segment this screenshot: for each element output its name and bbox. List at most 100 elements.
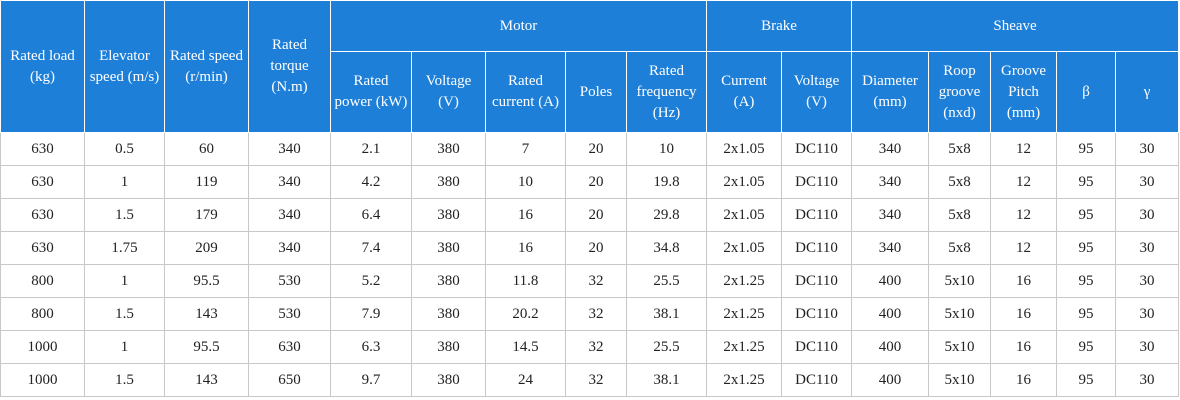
table-cell: 0.5 [84, 132, 165, 166]
table-cell: 400 [851, 297, 930, 331]
table-cell: 2x1.05 [706, 132, 782, 166]
table-cell: 95 [1056, 363, 1117, 397]
table-cell: 400 [851, 264, 930, 298]
table-row: 1000 1.5 143 650 9.7 380 24 32 38.1 2x1.… [0, 363, 1180, 397]
table-row: 630 1.75 209 340 7.4 380 16 20 34.8 2x1.… [0, 231, 1180, 265]
table-cell: DC110 [780, 198, 853, 232]
table-cell: DC110 [780, 264, 853, 298]
header-motor-rated-power: Rated power (kW) [330, 51, 412, 133]
table-cell: 1000 [0, 363, 85, 397]
table-cell: 1 [84, 165, 165, 199]
header-brake-voltage: Voltage (V) [780, 51, 853, 133]
table-cell: 2x1.05 [706, 165, 782, 199]
table-cell: 630 [0, 132, 85, 166]
table-cell: 340 [851, 132, 930, 166]
header-motor-rated-current: Rated current (A) [485, 51, 566, 133]
table-cell: 380 [411, 264, 486, 298]
header-rated-load: Rated load (kg) [0, 0, 85, 133]
table-cell: 38.1 [626, 297, 707, 331]
table-cell: 630 [0, 231, 85, 265]
table-cell: DC110 [780, 330, 853, 364]
table-cell: DC110 [780, 297, 853, 331]
table-cell: 5x10 [928, 264, 992, 298]
table-cell: 12 [990, 132, 1058, 166]
table-cell: 179 [164, 198, 249, 232]
table-cell: 25.5 [626, 330, 707, 364]
header-group-brake: Brake [705, 0, 853, 52]
table-cell: 25.5 [626, 264, 707, 298]
table-cell: 340 [248, 231, 331, 265]
header-sheave-diameter: Diameter (mm) [851, 51, 930, 133]
table-cell: 380 [411, 165, 486, 199]
table-cell: 10 [626, 132, 707, 166]
table-cell: 5x8 [928, 231, 992, 265]
table-cell: 6.3 [330, 330, 412, 364]
header-group-sheave: Sheave [851, 0, 1180, 52]
table-cell: 12 [990, 231, 1058, 265]
table-cell: 29.8 [626, 198, 707, 232]
table-cell: 30 [1115, 297, 1180, 331]
table-cell: 95 [1056, 231, 1117, 265]
table-cell: 380 [411, 297, 486, 331]
table-cell: 530 [248, 297, 331, 331]
table-cell: 95.5 [164, 330, 249, 364]
table-cell: 34.8 [626, 231, 707, 265]
table-row: 630 0.5 60 340 2.1 380 7 20 10 2x1.05 DC… [0, 132, 1180, 166]
table-cell: 1 [84, 264, 165, 298]
table-cell: 24 [485, 363, 566, 397]
table-cell: 30 [1115, 363, 1180, 397]
table-cell: 12 [990, 198, 1058, 232]
table-cell: 2x1.25 [706, 330, 782, 364]
table-cell: 4.2 [330, 165, 412, 199]
table-cell: 20 [565, 231, 627, 265]
table-cell: 14.5 [485, 330, 566, 364]
table-cell: 2x1.25 [706, 297, 782, 331]
table-cell: 5.2 [330, 264, 412, 298]
table-cell: 800 [0, 264, 85, 298]
header-motor-rated-frequency: Rated frequency (Hz) [626, 51, 707, 133]
table-cell: 7 [485, 132, 566, 166]
table-cell: 340 [851, 165, 930, 199]
table-row: 630 1 119 340 4.2 380 10 20 19.8 2x1.05 … [0, 165, 1180, 199]
header-elevator-speed: Elevator speed (m/s) [84, 0, 165, 133]
table-cell: 380 [411, 330, 486, 364]
table-cell: 16 [485, 231, 566, 265]
table-cell: 30 [1115, 231, 1180, 265]
table-cell: 1.5 [84, 297, 165, 331]
table-cell: 400 [851, 363, 930, 397]
table-cell: 95 [1056, 198, 1117, 232]
table-cell: 95 [1056, 297, 1117, 331]
table-cell: 5x10 [928, 363, 992, 397]
table-cell: 340 [851, 198, 930, 232]
table-cell: 95 [1056, 330, 1117, 364]
table-cell: 30 [1115, 132, 1180, 166]
table-cell: 143 [164, 297, 249, 331]
table-cell: 10 [485, 165, 566, 199]
table-cell: DC110 [780, 165, 853, 199]
table-cell: 32 [565, 363, 627, 397]
header-rated-torque: Rated torque (N.m) [248, 0, 331, 133]
table-cell: 380 [411, 363, 486, 397]
table-cell: 6.4 [330, 198, 412, 232]
table-body: 630 0.5 60 340 2.1 380 7 20 10 2x1.05 DC… [0, 132, 1180, 397]
table-cell: 30 [1115, 264, 1180, 298]
table-cell: 119 [164, 165, 249, 199]
table-cell: 800 [0, 297, 85, 331]
table-cell: 143 [164, 363, 249, 397]
table-cell: 30 [1115, 165, 1180, 199]
table-cell: 2x1.05 [706, 231, 782, 265]
table-cell: 95 [1056, 132, 1117, 166]
table-cell: 380 [411, 132, 486, 166]
table-cell: 1.5 [84, 198, 165, 232]
table-cell: 340 [248, 198, 331, 232]
table-cell: 400 [851, 330, 930, 364]
header-brake-current: Current (A) [706, 51, 782, 133]
table-cell: 32 [565, 297, 627, 331]
table-cell: 7.9 [330, 297, 412, 331]
table-row: 800 1.5 143 530 7.9 380 20.2 32 38.1 2x1… [0, 297, 1180, 331]
table-cell: 95 [1056, 264, 1117, 298]
table-cell: 16 [990, 264, 1058, 298]
table-cell: 340 [851, 231, 930, 265]
table-cell: 1.5 [84, 363, 165, 397]
